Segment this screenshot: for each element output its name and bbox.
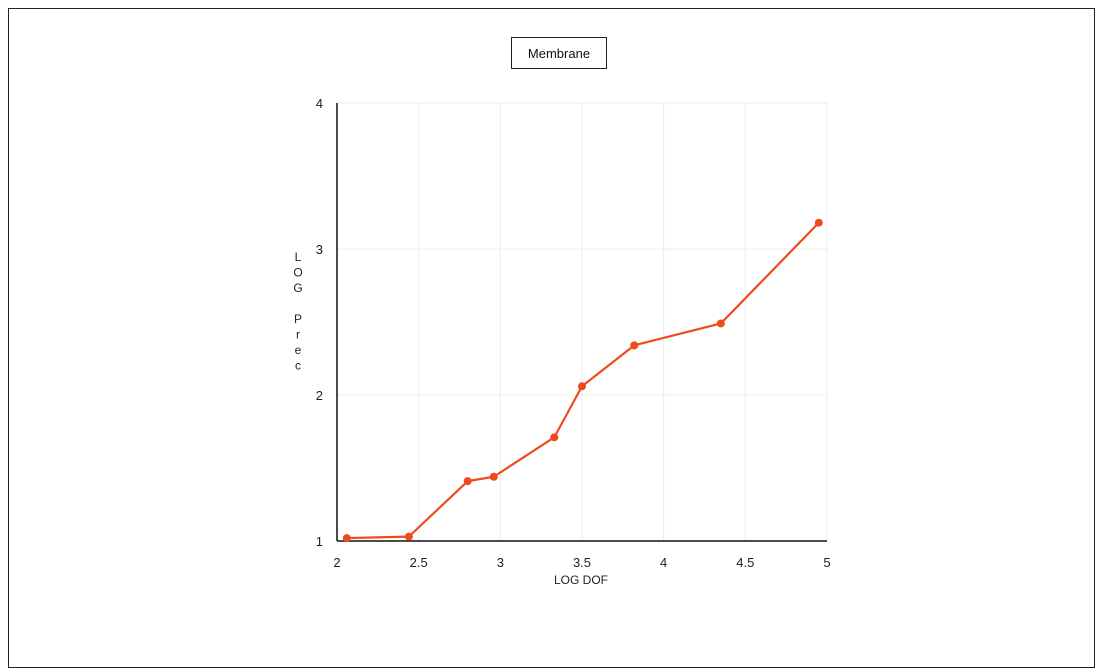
x-tick-label: 2 (333, 555, 340, 570)
data-point (550, 433, 559, 442)
data-point (489, 472, 498, 481)
y-axis-title-char: c (295, 359, 301, 373)
data-point (404, 532, 413, 541)
y-axis-title-char: G (293, 281, 302, 295)
series-line (346, 221, 820, 540)
data-point (716, 319, 725, 328)
y-tick-label: 1 (316, 534, 323, 549)
data-point (630, 341, 639, 350)
legend-label: Membrane (527, 45, 591, 61)
data-point (814, 218, 823, 227)
series (342, 218, 823, 543)
x-tick-label: 2.5 (410, 555, 428, 570)
y-tick-label: 4 (316, 96, 323, 111)
x-axis-title: LOG DOF (554, 573, 608, 587)
axes (336, 103, 827, 542)
data-point (578, 382, 586, 391)
x-tick-label: 4.5 (736, 555, 754, 570)
y-axis-title-char: O (293, 266, 302, 280)
y-tick-label: 2 (316, 388, 323, 403)
y-axis-title-char: P (294, 312, 302, 326)
data-point (463, 477, 472, 486)
x-tick-label: 3.5 (573, 555, 591, 570)
data-point (342, 534, 351, 543)
chart-legend: Membrane (511, 37, 607, 69)
y-tick-labels: 1 2 3 4 (316, 96, 323, 549)
chart-frame (8, 8, 1095, 668)
y-axis-title-char: e (295, 343, 302, 357)
grid (336, 102, 828, 542)
x-tick-label: 3 (497, 555, 504, 570)
y-tick-label: 3 (316, 242, 323, 257)
x-tick-label: 5 (823, 555, 830, 570)
x-tick-labels: 2 2.5 3 3.5 4 4.5 5 (333, 555, 830, 570)
y-axis-title-char: r (296, 328, 300, 342)
y-axis-title-char: L (295, 250, 302, 264)
x-tick-label: 4 (660, 555, 667, 570)
